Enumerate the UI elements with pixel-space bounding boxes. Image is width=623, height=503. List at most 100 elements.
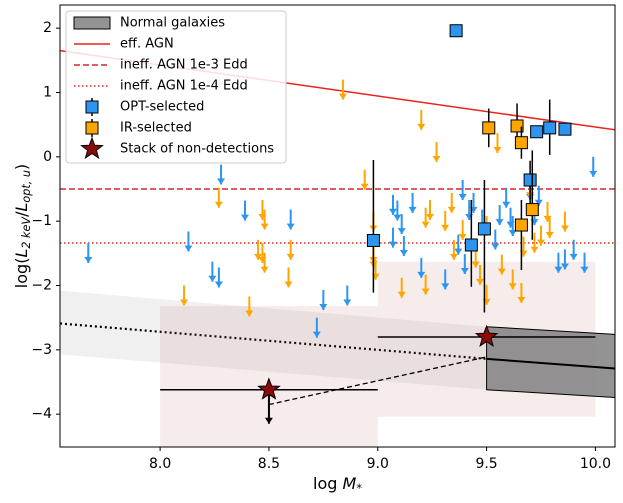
arrow-head: [417, 271, 426, 278]
arrow-head: [441, 283, 450, 290]
legend-label: ineff. AGN 1e-4 Edd: [120, 79, 248, 94]
star: [474, 324, 499, 348]
upper-limit: [397, 214, 406, 235]
y-tick-label: −2: [31, 278, 52, 294]
upper-limit: [214, 187, 223, 208]
upper-limit: [447, 192, 456, 213]
y-tick-label: −3: [31, 342, 52, 358]
upper-limit: [421, 207, 430, 228]
upper-limit: [360, 169, 369, 190]
arrow-head: [580, 266, 589, 273]
upper-limit: [491, 229, 500, 250]
point: [366, 233, 380, 247]
upper-limit: [543, 201, 552, 222]
upper-limit: [580, 252, 589, 273]
upper-limit: [286, 239, 295, 260]
upper-limit: [343, 285, 352, 306]
upper-limit: [441, 269, 450, 290]
arrow-head: [560, 225, 569, 232]
upper-limit: [449, 239, 458, 260]
arrow-head: [497, 268, 506, 275]
y-tick-label: 2: [43, 20, 52, 36]
stack-upper-limit: [264, 389, 273, 424]
upper-limit: [454, 234, 463, 255]
legend-marker: [85, 121, 99, 135]
arrow-head: [543, 215, 552, 222]
connector: [268, 356, 487, 406]
arrow-head: [389, 241, 397, 248]
upper-limit: [245, 296, 254, 317]
arrow-head: [537, 239, 545, 246]
upper-limit: [217, 164, 226, 185]
arrow-head: [432, 156, 441, 163]
x-tick-label: 9.0: [367, 456, 389, 472]
upper-limit: [284, 267, 293, 288]
y-tick-label: 1: [43, 84, 52, 100]
upper-limit: [214, 267, 223, 288]
arrow-head: [426, 213, 434, 220]
upper-limit: [493, 133, 502, 154]
point: [477, 222, 491, 236]
arrow-head: [554, 266, 563, 273]
legend-label: Normal galaxies: [120, 16, 225, 31]
upper-limit: [389, 227, 397, 248]
extrapolation-line: [60, 322, 487, 360]
arrow-head: [319, 304, 328, 311]
point: [514, 136, 528, 150]
arrow-head: [180, 299, 189, 306]
arrow-head: [84, 257, 93, 264]
arrow-head: [493, 147, 502, 154]
point: [510, 119, 524, 133]
upper-limit: [495, 205, 504, 226]
upper-limit: [184, 231, 193, 252]
point: [482, 121, 496, 135]
arrow-head: [184, 245, 193, 252]
legend-label: Stack of non-detections: [120, 142, 274, 157]
upper-limit: [530, 232, 539, 253]
upper-limit: [569, 239, 578, 260]
upper-limit: [417, 257, 426, 278]
arrow-head: [284, 281, 293, 288]
upper-limit: [458, 179, 467, 200]
upper-limit: [254, 239, 263, 260]
y-axis-label: log(L2 keV​/Lopt, u​): [12, 164, 33, 288]
arrow-head: [458, 233, 467, 240]
legend-label: OPT-selected: [120, 100, 204, 115]
arrow-head: [471, 261, 480, 268]
arrow-head: [312, 331, 321, 338]
upper-limit: [545, 217, 554, 238]
upper-limit: [426, 199, 434, 220]
arrow-head: [517, 296, 526, 303]
point: [523, 173, 537, 187]
point: [449, 24, 463, 38]
legend-label: ineff. AGN 1e-3 Edd: [120, 58, 248, 73]
arrow-head: [264, 417, 273, 424]
arrow-head: [338, 93, 347, 100]
arrow-head: [545, 231, 554, 238]
y-tick-label: −1: [31, 213, 52, 229]
upper-limit: [458, 219, 467, 240]
plot-frame: [59, 4, 616, 448]
upper-limit: [180, 285, 189, 306]
arrow-head: [495, 219, 504, 226]
point: [543, 121, 557, 135]
upper-limit: [441, 210, 450, 231]
arrow-head: [560, 263, 569, 270]
arrow-head: [449, 253, 458, 260]
arrow-head: [441, 224, 450, 231]
arrow-head: [245, 310, 254, 317]
arrow-head: [399, 249, 408, 256]
point: [514, 218, 528, 232]
upper-limit: [389, 194, 397, 215]
legend-box: [65, 10, 287, 164]
arrow-head: [534, 199, 543, 206]
upper-limit: [560, 249, 569, 270]
upper-limit: [312, 317, 321, 338]
arrow-head: [491, 243, 500, 250]
upper-limit: [560, 211, 569, 232]
arrow-head: [397, 228, 406, 235]
upper-limit: [508, 269, 517, 290]
arrow-head: [241, 214, 249, 221]
